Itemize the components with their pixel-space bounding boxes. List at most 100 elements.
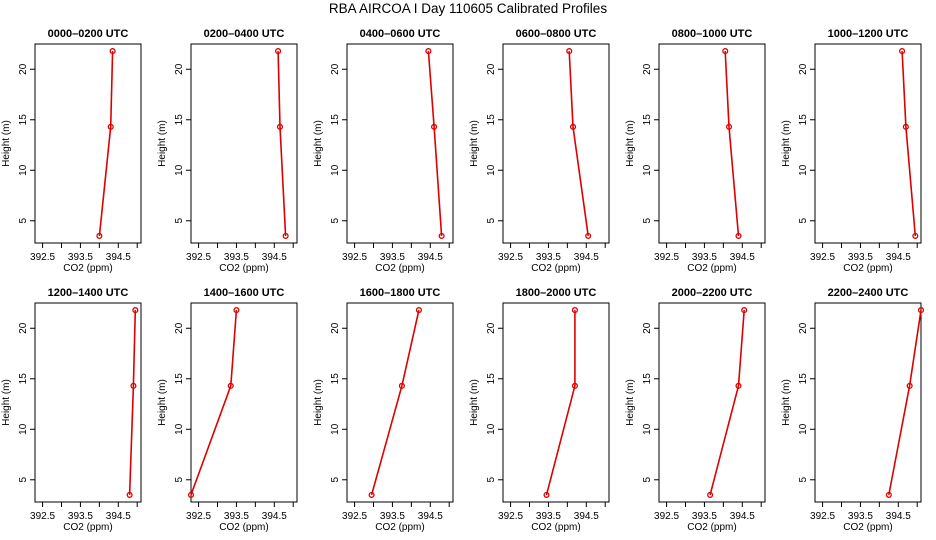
x-tick-label: 394.5 — [106, 511, 131, 522]
x-tick-label: 394.5 — [106, 252, 131, 263]
x-tick-label: 392.5 — [30, 252, 55, 263]
x-tick-label: 393.5 — [380, 252, 405, 263]
profile-panel: 1800–2000 UTC 392.5 393.5 394.5 5 10 15 20 CO2 (… — [469, 287, 610, 533]
y-axis-label: Height (m) — [625, 120, 636, 167]
y-tick-label: 15 — [18, 373, 29, 385]
x-tick-label: 393.5 — [536, 252, 561, 263]
y-tick-label: 5 — [330, 477, 341, 483]
x-axis-label: CO2 (ppm) — [219, 522, 268, 533]
y-tick-label: 15 — [174, 373, 185, 385]
y-tick-label: 5 — [18, 477, 29, 483]
figure-title: RBA AIRCOA I Day 110605 Calibrated Profi… — [328, 1, 608, 16]
panel-title: 0000–0200 UTC — [48, 28, 129, 40]
data-point — [415, 307, 422, 314]
x-tick-label: 394.5 — [730, 252, 755, 263]
data-point — [438, 232, 445, 239]
y-tick-label: 10 — [174, 423, 185, 435]
x-tick-label: 392.5 — [654, 252, 679, 263]
data-point — [566, 48, 573, 55]
y-axis-label: Height (m) — [313, 120, 324, 167]
profile-line — [545, 310, 576, 496]
data-point — [722, 48, 729, 55]
data-point — [130, 382, 137, 389]
x-tick-label: 392.5 — [498, 511, 523, 522]
y-tick-label: 10 — [798, 423, 809, 435]
y-tick-label: 5 — [798, 477, 809, 483]
y-axis-label: Height (m) — [157, 379, 168, 426]
profile-panel: 0800–1000 UTC 392.5 393.5 394.5 5 10 15 20 CO2 (… — [625, 28, 766, 274]
data-point — [227, 382, 234, 389]
profile-panel: 1400–1600 UTC 392.5 393.5 394.5 5 10 15 20 CO2 (… — [157, 287, 298, 533]
x-tick-label: 394.5 — [418, 511, 443, 522]
y-tick-label: 15 — [642, 373, 653, 385]
x-tick-label: 393.5 — [224, 511, 249, 522]
y-tick-label: 5 — [642, 218, 653, 224]
plot-frame — [502, 43, 610, 244]
y-tick-label: 20 — [486, 322, 497, 334]
y-tick-label: 20 — [330, 322, 341, 334]
y-axis-label: Height (m) — [781, 379, 792, 426]
data-point — [425, 48, 432, 55]
data-point — [275, 48, 282, 55]
profile-panel: 0200–0400 UTC 392.5 393.5 394.5 5 10 15 20 CO2 (… — [157, 28, 298, 274]
x-tick-label: 394.5 — [574, 252, 599, 263]
y-tick-label: 20 — [798, 63, 809, 75]
data-point — [899, 48, 906, 55]
y-tick-label: 10 — [642, 423, 653, 435]
x-axis-label: CO2 (ppm) — [843, 263, 892, 274]
y-tick-label: 15 — [486, 373, 497, 385]
y-tick-label: 15 — [642, 114, 653, 126]
profile-line — [370, 309, 420, 496]
panel-title: 1000–1200 UTC — [828, 28, 909, 40]
data-point — [885, 491, 892, 498]
y-tick-label: 5 — [642, 477, 653, 483]
plot-frame — [346, 302, 454, 503]
data-point — [543, 491, 550, 498]
plot-frame — [658, 43, 766, 244]
panel-title: 0200–0400 UTC — [204, 28, 285, 40]
data-point — [917, 307, 925, 314]
y-tick-label: 10 — [330, 423, 341, 435]
profile-line — [709, 310, 745, 496]
data-point — [431, 123, 438, 130]
data-point — [735, 382, 742, 389]
x-tick-label: 392.5 — [186, 252, 211, 263]
data-point — [906, 382, 913, 389]
panel-title: 0800–1000 UTC — [672, 28, 753, 40]
x-tick-label: 394.5 — [574, 511, 599, 522]
y-tick-label: 10 — [486, 164, 497, 176]
x-tick-label: 393.5 — [68, 252, 93, 263]
plot-frame — [190, 302, 298, 503]
data-point — [126, 491, 133, 498]
x-axis-label: CO2 (ppm) — [843, 522, 892, 533]
y-tick-label: 10 — [174, 164, 185, 176]
x-tick-label: 394.5 — [886, 252, 911, 263]
y-tick-label: 5 — [486, 477, 497, 483]
x-axis-label: CO2 (ppm) — [687, 522, 736, 533]
x-axis-label: CO2 (ppm) — [531, 522, 580, 533]
data-point — [282, 232, 289, 239]
x-tick-label: 393.5 — [848, 511, 873, 522]
data-point — [398, 382, 405, 389]
y-tick-label: 10 — [18, 423, 29, 435]
x-tick-label: 394.5 — [262, 252, 287, 263]
data-point — [132, 307, 139, 314]
x-tick-label: 393.5 — [68, 511, 93, 522]
y-tick-label: 5 — [330, 218, 341, 224]
data-point — [571, 307, 578, 314]
data-point — [741, 307, 748, 314]
data-point — [912, 232, 919, 239]
plot-frame — [34, 43, 142, 244]
panel-title: 1400–1600 UTC — [204, 287, 285, 299]
data-point — [707, 491, 714, 498]
y-tick-label: 20 — [330, 63, 341, 75]
panel-title: 1200–1400 UTC — [48, 287, 129, 299]
y-axis-label: Height (m) — [157, 120, 168, 167]
x-tick-label: 392.5 — [654, 511, 679, 522]
plot-frame — [346, 43, 454, 244]
y-axis-label: Height (m) — [1, 120, 12, 167]
x-tick-label: 392.5 — [342, 511, 367, 522]
y-tick-label: 20 — [798, 322, 809, 334]
y-axis-label: Height (m) — [469, 379, 480, 426]
